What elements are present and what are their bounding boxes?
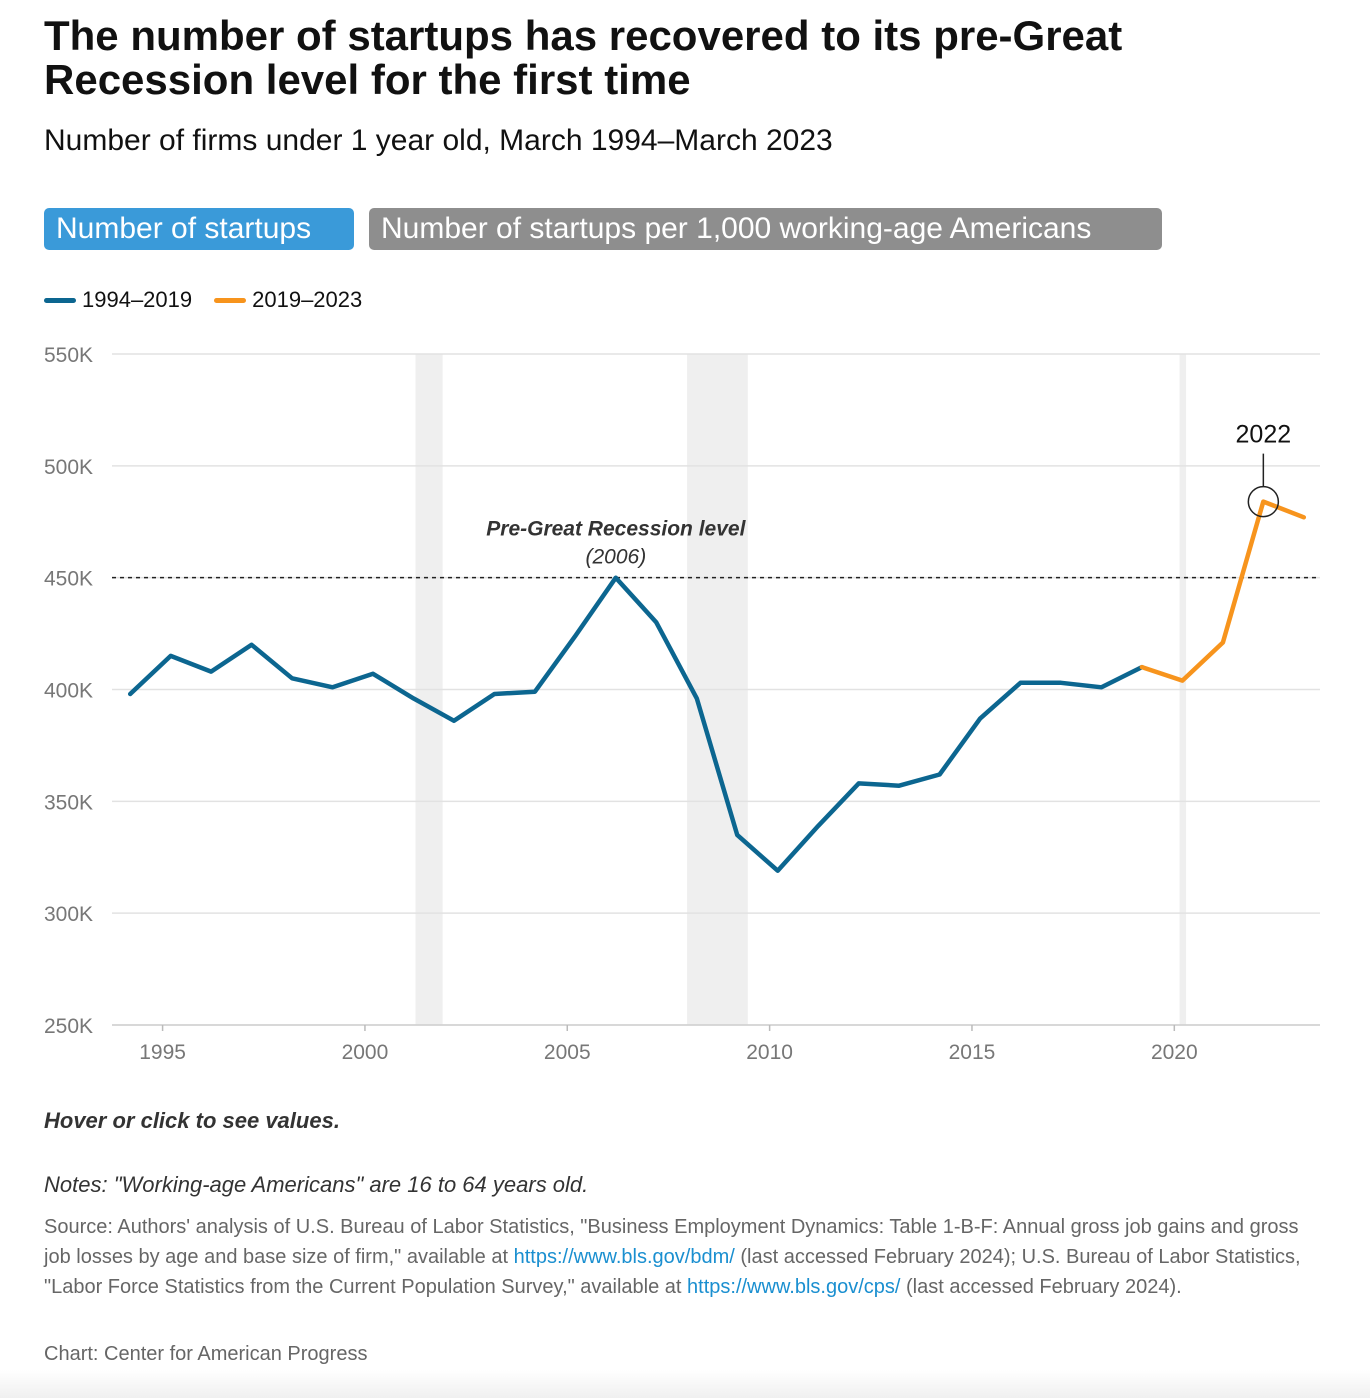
y-tick-label: 400K <box>44 680 93 703</box>
source-link-cps[interactable]: https://www.bls.gov/cps/ <box>687 1276 901 1298</box>
x-tick-label: 2015 <box>949 1041 996 1064</box>
reference-line-sublabel: (2006) <box>585 546 646 569</box>
legend-swatch-1994-2019 <box>44 297 76 303</box>
legend-item-2019-2023: 2019–2023 <box>214 287 362 313</box>
x-tick-label: 2005 <box>544 1041 591 1064</box>
y-tick-label: 450K <box>44 568 93 591</box>
source-text-2: (last accessed February 2024); U.S. Bure… <box>44 1246 1301 1298</box>
chart-subtitle: Number of firms under 1 year old, March … <box>44 124 833 157</box>
y-tick-label: 300K <box>44 903 93 926</box>
tab-startups-per-1000[interactable]: Number of startups per 1,000 working-age… <box>369 208 1162 250</box>
x-tick-label: 2000 <box>342 1041 389 1064</box>
chart-notes: Notes: "Working-age Americans" are 16 to… <box>44 1172 589 1197</box>
series-line-2019–2023 <box>1139 499 1307 683</box>
legend-label-2019-2023: 2019–2023 <box>252 287 363 312</box>
callout-label-2022: 2022 <box>1236 421 1292 449</box>
x-tick-label: 1995 <box>139 1041 186 1064</box>
reference-line-label: Pre-Great Recession level <box>486 518 746 541</box>
chart-source: Source: Authors' analysis of U.S. Bureau… <box>44 1212 1324 1302</box>
source-text-1: Source: Authors' analysis of U.S. Bureau… <box>44 1216 1299 1268</box>
x-tick-label: 2020 <box>1151 1041 1198 1064</box>
source-link-bdm[interactable]: https://www.bls.gov/bdm/ <box>513 1246 735 1268</box>
legend: 1994–2019 2019–2023 <box>44 286 384 314</box>
line-chart[interactable]: 250K 300K 350K 400K 450K 500K 550K 1995 2000 2005… <box>0 330 1370 1070</box>
y-tick-label: 500K <box>44 456 93 479</box>
bottom-fade <box>0 1370 1370 1398</box>
series-line-1994–2019 <box>127 575 1145 873</box>
legend-label-1994-2019: 1994–2019 <box>82 287 193 312</box>
chart-title: The number of startups has recovered to … <box>44 12 1123 103</box>
y-tick-label: 350K <box>44 791 93 814</box>
legend-swatch-2019-2023 <box>214 297 247 303</box>
hover-hint: Hover or click to see values. <box>44 1108 340 1133</box>
x-tick-label: 2010 <box>746 1041 793 1064</box>
legend-item-1994-2019: 1994–2019 <box>44 287 192 313</box>
chart-credit: Chart: Center for American Progress <box>44 1343 368 1365</box>
tab-number-of-startups[interactable]: Number of startups <box>44 208 354 250</box>
source-text-3: (last accessed February 2024). <box>900 1276 1182 1298</box>
y-tick-label: 250K <box>44 1015 93 1038</box>
y-tick-label: 550K <box>44 344 93 367</box>
